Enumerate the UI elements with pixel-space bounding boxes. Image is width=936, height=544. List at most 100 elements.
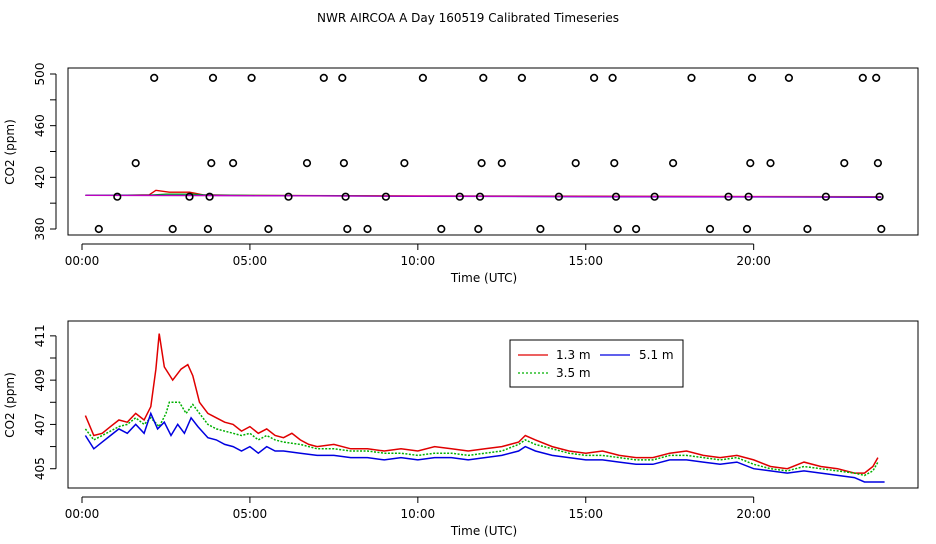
data-point <box>479 73 488 82</box>
data-point <box>400 159 409 168</box>
y-tick-label: 420 <box>33 166 47 189</box>
data-point <box>744 192 753 201</box>
x-tick-label: 20:00 <box>736 507 771 521</box>
y-tick-label: 500 <box>33 63 47 86</box>
data-point <box>474 224 483 234</box>
data-point <box>207 159 216 168</box>
data-point <box>650 192 659 201</box>
data-point <box>94 224 103 234</box>
data-point <box>477 159 486 168</box>
bottom-plot-frame <box>67 320 919 489</box>
legend-label-1-3m: 1.3 m <box>556 348 591 362</box>
data-point <box>247 73 256 82</box>
data-point <box>302 159 312 168</box>
data-point <box>873 159 883 168</box>
data-point <box>203 224 212 234</box>
data-point <box>613 224 622 234</box>
data-point <box>437 224 446 234</box>
data-point <box>168 224 177 234</box>
data-point <box>418 73 428 82</box>
data-point <box>872 73 881 82</box>
data-point <box>338 73 347 82</box>
top-y-axis-label: CO2 (ppm) <box>3 119 17 185</box>
data-point <box>517 73 527 82</box>
y-tick-label: 405 <box>33 457 47 480</box>
bottom-x-axis: 00:00 05:00 10:00 15:00 20:00 <box>65 496 771 521</box>
x-tick-label: 00:00 <box>65 507 100 521</box>
legend-label-5-1m: 5.1 m <box>639 348 674 362</box>
data-point <box>668 159 678 168</box>
data-point <box>264 224 273 234</box>
data-point <box>747 73 757 82</box>
data-point <box>877 224 886 234</box>
data-point <box>205 192 214 201</box>
data-point <box>589 73 599 82</box>
bottom-panel: 00:00 05:00 10:00 15:00 20:00 405 407 409 411 T… <box>3 320 919 538</box>
data-point <box>536 224 545 234</box>
data-point <box>319 73 328 82</box>
data-point <box>381 192 391 201</box>
top-line-group <box>85 189 882 199</box>
x-tick-label: 05:00 <box>233 507 268 521</box>
top-x-axis: 00:00 05:00 10:00 15:00 20:00 <box>65 243 771 268</box>
bottom-x-axis-label: Time (UTC) <box>450 524 517 538</box>
x-tick-label: 15:00 <box>568 507 603 521</box>
data-point <box>229 159 238 168</box>
series-line-1-3-m <box>84 333 879 474</box>
data-point <box>571 159 580 168</box>
data-point <box>631 224 641 234</box>
y-tick-label: 411 <box>33 324 47 347</box>
data-point <box>858 73 867 82</box>
bottom-y-axis: 405 407 409 411 <box>33 324 57 480</box>
data-point <box>339 159 349 168</box>
series-line-5-1-m <box>84 411 885 483</box>
figure-title: NWR AIRCOA A Day 160519 Calibrated Times… <box>317 11 619 25</box>
y-tick-label: 380 <box>33 218 47 241</box>
x-tick-label: 00:00 <box>65 254 100 268</box>
legend-box <box>509 339 684 388</box>
x-tick-label: 10:00 <box>401 507 436 521</box>
data-point <box>554 192 564 201</box>
data-point <box>113 192 122 201</box>
data-point <box>343 224 352 234</box>
top-panel: 00:00 05:00 10:00 15:00 20:00 380 420 460 500 T… <box>3 63 919 285</box>
legend: 1.3 m 3.5 m 5.1 m <box>509 339 684 388</box>
data-point <box>687 73 696 82</box>
x-tick-label: 15:00 <box>568 254 603 268</box>
x-tick-label: 10:00 <box>401 254 436 268</box>
y-tick-label: 409 <box>33 369 47 392</box>
data-point <box>150 73 159 82</box>
data-point <box>840 159 849 168</box>
data-point <box>875 192 884 201</box>
data-point <box>455 192 464 201</box>
bottom-line-group <box>84 333 885 483</box>
top-point-group <box>94 73 886 234</box>
x-tick-label: 05:00 <box>233 254 268 268</box>
data-point <box>341 192 350 201</box>
y-tick-label: 460 <box>33 114 47 137</box>
y-tick-label: 407 <box>33 413 47 436</box>
data-point <box>497 159 506 168</box>
data-point <box>705 224 715 234</box>
x-tick-label: 20:00 <box>736 254 771 268</box>
top-plot-frame <box>67 67 919 236</box>
bottom-y-axis-label: CO2 (ppm) <box>3 372 17 438</box>
legend-label-3-5m: 3.5 m <box>556 366 591 380</box>
data-point <box>208 73 218 82</box>
data-point <box>803 224 812 234</box>
data-point <box>746 159 755 168</box>
data-point <box>610 159 619 168</box>
top-y-axis: 380 420 460 500 <box>33 63 57 241</box>
data-point <box>284 192 293 201</box>
data-point <box>611 192 621 201</box>
series-line-3-5-m <box>84 401 879 477</box>
data-point <box>185 192 194 201</box>
data-point <box>766 159 775 168</box>
data-point <box>742 224 752 234</box>
data-point <box>784 73 794 82</box>
data-point <box>363 224 372 234</box>
data-point <box>475 192 485 201</box>
top-x-axis-label: Time (UTC) <box>450 271 517 285</box>
data-point <box>724 192 733 201</box>
